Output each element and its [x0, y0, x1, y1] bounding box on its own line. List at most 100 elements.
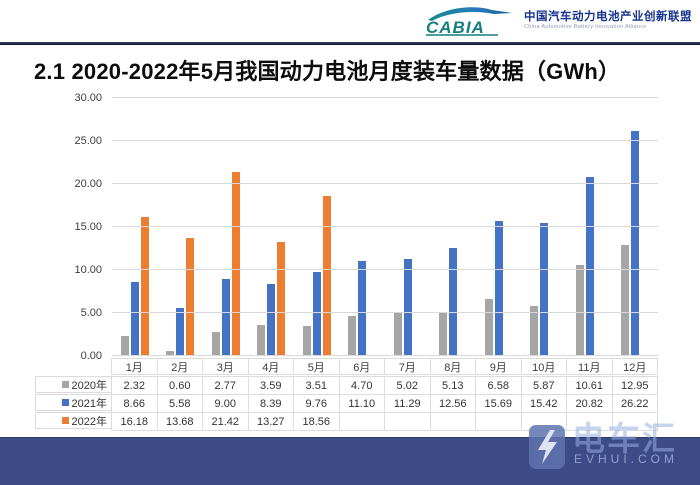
- bar-2020年-8月: [439, 311, 448, 356]
- legend-swatch-2022年: [61, 417, 69, 424]
- month-header-5月: 5月: [293, 358, 340, 375]
- gridline: [112, 140, 658, 141]
- page-title: 2.1 2020-2022年5月我国动力电池月度装车量数据（GWh）: [34, 59, 621, 84]
- legend-label-2020年: 2020年: [71, 379, 107, 392]
- month-header-7月: 7月: [384, 358, 431, 375]
- row-label-2021年: 2021年: [35, 394, 112, 411]
- value-2020年-11月: 10.61: [566, 376, 613, 395]
- y-axis-tick-label: 5.00: [80, 307, 102, 319]
- value-2020年-7月: 5.02: [384, 376, 431, 395]
- value-2022年-4月: 13.27: [247, 412, 294, 431]
- y-axis-tick-label: 25.00: [74, 135, 102, 147]
- bar-group-1月: [112, 98, 158, 356]
- gridline: [112, 312, 658, 313]
- value-2022年-12月: [611, 412, 658, 431]
- value-2020年-4月: 3.59: [247, 376, 294, 395]
- bar-group-12月: [613, 98, 659, 356]
- bar-2020年-7月: [393, 312, 402, 356]
- y-axis-tick-label: 10.00: [74, 264, 102, 276]
- bar-2021年-3月: [221, 278, 230, 356]
- bar-2020年-2月: [166, 350, 175, 356]
- bar-2022年-1月: [140, 216, 149, 356]
- value-2021年-11月: 20.82: [566, 394, 613, 413]
- bar-2021年-6月: [358, 260, 367, 356]
- value-2020年-10月: 5.87: [520, 376, 567, 395]
- bar-2021年-7月: [403, 258, 412, 356]
- bar-2020年-3月: [211, 332, 220, 356]
- legend-swatch-2020年: [61, 381, 69, 388]
- month-header-9月: 9月: [475, 358, 522, 375]
- value-2021年-5月: 9.76: [293, 394, 340, 413]
- bar-2022年-2月: [186, 238, 195, 356]
- value-2022年-6月: [338, 412, 385, 431]
- bar-2021年-4月: [267, 283, 276, 356]
- gridline: [112, 226, 658, 227]
- bar-group-3月: [203, 98, 249, 356]
- legend-swatch-2021年: [61, 399, 69, 406]
- value-2020年-9月: 6.58: [475, 376, 522, 395]
- value-2020年-12月: 12.95: [611, 376, 658, 395]
- bar-group-11月: [567, 98, 613, 356]
- month-header-6月: 6月: [338, 358, 385, 375]
- bar-2020年-1月: [120, 336, 129, 356]
- bar-2022年-4月: [277, 241, 286, 356]
- value-2020年-3月: 2.77: [202, 376, 249, 395]
- y-axis-tick-label: 20.00: [74, 178, 102, 190]
- logo-wordmark: CABIA: [426, 18, 485, 37]
- footer-bar: [0, 437, 700, 485]
- value-2022年-11月: [566, 412, 613, 431]
- row-label-2022年: 2022年: [35, 412, 112, 429]
- cabia-logo: CABIA 中国汽车动力电池产业创新联盟 China Automotive Ba…: [424, 4, 692, 38]
- bar-group-8月: [431, 98, 477, 356]
- bar-group-2月: [158, 98, 204, 356]
- gridline: [112, 269, 658, 270]
- value-2020年-8月: 5.13: [429, 376, 476, 395]
- bar-group-5月: [294, 98, 340, 356]
- cabia-logo-icon: CABIA: [424, 4, 516, 38]
- bar-2020年-10月: [530, 305, 539, 356]
- bar-groups: [112, 98, 658, 356]
- bar-group-7月: [385, 98, 431, 356]
- value-2022年-7月: [384, 412, 431, 431]
- bar-group-4月: [249, 98, 295, 356]
- value-2021年-6月: 11.10: [338, 394, 385, 413]
- month-header-10月: 10月: [520, 358, 567, 375]
- data-table: 1月 2月 3月 4月 5月 6月 7月 8月 9月 10月 11月 12月 2020年 2.32 0.60…: [35, 358, 658, 431]
- value-2020年-5月: 3.51: [293, 376, 340, 395]
- y-axis: 0.00 5.00 10.00 15.00 20.00 25.00 30.00: [58, 92, 106, 362]
- value-2022年-1月: 16.18: [111, 412, 158, 431]
- value-2021年-1月: 8.66: [111, 394, 158, 413]
- org-name-en: China Automotive Battery Innovation Alli…: [524, 24, 647, 31]
- legend-label-2021年: 2021年: [71, 397, 107, 410]
- month-header-1月: 1月: [111, 358, 158, 375]
- bar-group-10月: [522, 98, 568, 356]
- bar-2021年-5月: [312, 272, 321, 356]
- plot-area: [112, 97, 658, 356]
- y-axis-tick-label: 0.00: [80, 350, 102, 362]
- value-2021年-2月: 5.58: [156, 394, 203, 413]
- value-2020年-6月: 4.70: [338, 376, 385, 395]
- value-2022年-5月: 18.56: [293, 412, 340, 431]
- bar-2020年-5月: [302, 325, 311, 356]
- table-corner-cell: [35, 358, 112, 377]
- bar-2020年-9月: [484, 299, 493, 356]
- bar-2020年-4月: [257, 325, 266, 356]
- header-divider-line: [0, 42, 700, 45]
- bar-2021年-1月: [130, 281, 139, 356]
- y-axis-tick-label: 30.00: [74, 92, 102, 104]
- value-2022年-2月: 13.68: [156, 412, 203, 431]
- bar-2020年-6月: [348, 315, 357, 356]
- value-2022年-3月: 21.42: [202, 412, 249, 431]
- org-name-zh: 中国汽车动力电池产业创新联盟: [524, 10, 692, 23]
- bar-2021年-8月: [449, 247, 458, 356]
- value-2022年-8月: [429, 412, 476, 431]
- value-2022年-9月: [475, 412, 522, 431]
- bar-2021年-11月: [585, 176, 594, 356]
- value-2021年-7月: 11.29: [384, 394, 431, 413]
- bar-2020年-11月: [575, 264, 584, 356]
- row-label-2020年: 2020年: [35, 376, 112, 393]
- month-header-4月: 4月: [247, 358, 294, 375]
- value-2021年-12月: 26.22: [611, 394, 658, 413]
